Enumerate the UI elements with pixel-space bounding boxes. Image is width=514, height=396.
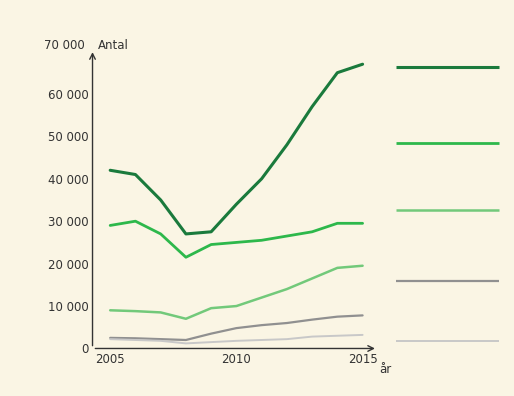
Text: 70 000: 70 000 [44, 39, 85, 51]
Text: år: år [379, 364, 391, 376]
Text: Antal: Antal [98, 39, 128, 51]
